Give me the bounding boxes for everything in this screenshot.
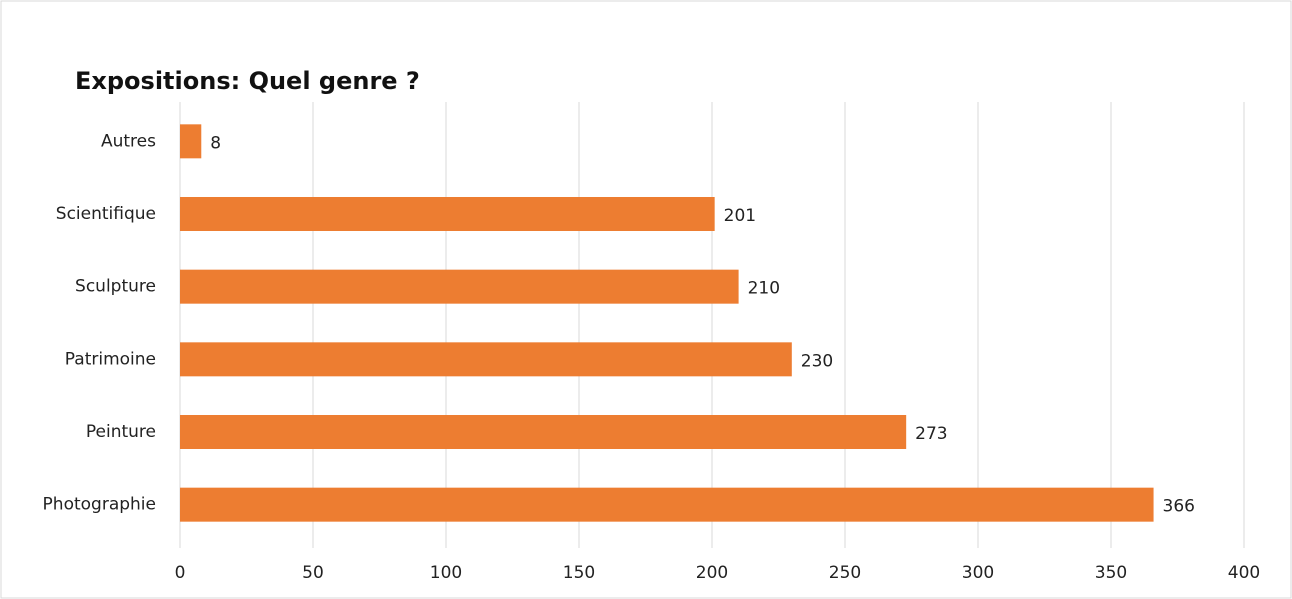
y-tick-label: Patrimoine	[65, 349, 156, 369]
bar	[180, 415, 907, 449]
bar	[180, 124, 202, 159]
x-tick-label: 200	[696, 563, 728, 583]
bar	[180, 197, 715, 231]
data-label: 230	[801, 351, 833, 371]
data-label: 273	[915, 424, 947, 444]
y-tick-label: Autres	[101, 131, 156, 151]
chart-title: Expositions: Quel genre ?	[75, 67, 420, 95]
data-label: 8	[210, 133, 221, 153]
x-tick-label: 0	[175, 563, 186, 583]
x-tick-label: 50	[302, 563, 324, 583]
bar	[180, 487, 1154, 522]
x-tick-label: 150	[563, 563, 595, 583]
x-tick-label: 350	[1095, 563, 1127, 583]
y-tick-label: Photographie	[43, 495, 156, 515]
y-tick-label: Scientifique	[56, 204, 156, 224]
x-tick-label: 300	[962, 563, 994, 583]
x-tick-label: 250	[829, 563, 861, 583]
y-tick-label: Sculpture	[75, 277, 156, 297]
bar	[180, 342, 792, 377]
y-tick-label: Peinture	[86, 422, 156, 442]
bar	[180, 269, 739, 304]
x-tick-label: 400	[1228, 563, 1260, 583]
data-label: 201	[724, 206, 756, 226]
x-tick-label: 100	[430, 563, 462, 583]
data-label: 210	[748, 279, 780, 299]
data-label: 366	[1163, 497, 1195, 517]
